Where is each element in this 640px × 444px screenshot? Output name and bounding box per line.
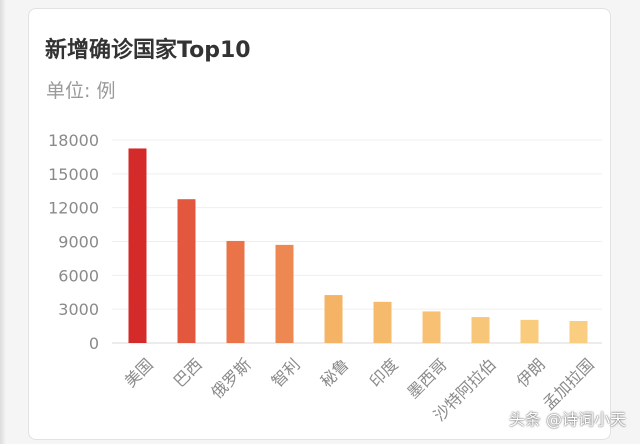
bar — [324, 295, 343, 343]
y-tick-label: 18000 — [48, 131, 99, 150]
y-tick-label: 6000 — [58, 266, 99, 285]
chart-title: 新增确诊国家Top10 — [45, 38, 251, 63]
bar — [128, 148, 147, 343]
y-tick-label: 15000 — [48, 165, 99, 184]
bar — [177, 199, 196, 343]
left-edge-shadow — [0, 0, 6, 444]
x-tick-label: 智利 — [268, 355, 304, 391]
x-tick-label: 墨西哥 — [403, 355, 450, 402]
bar — [275, 244, 294, 343]
y-tick-label: 9000 — [58, 233, 99, 252]
bar — [226, 240, 245, 343]
y-tick-label: 0 — [89, 334, 99, 353]
y-tick-label: 12000 — [48, 199, 99, 218]
y-axis-ticks: 0 3000 6000 9000 12000 15000 18000 — [48, 131, 99, 353]
x-tick-label: 美国 — [121, 355, 157, 391]
bar — [471, 317, 490, 343]
x-tick-label: 俄罗斯 — [207, 355, 254, 402]
watermark: 头条 @诗词小天 — [508, 410, 626, 429]
x-tick-label: 巴西 — [170, 355, 206, 391]
bar — [569, 321, 588, 343]
bar — [373, 301, 392, 343]
bars — [128, 148, 588, 343]
x-tick-label: 孟加拉国 — [539, 355, 598, 414]
x-tick-label: 秘鲁 — [317, 355, 353, 391]
bar — [422, 311, 441, 343]
bar — [520, 319, 539, 343]
chart-card — [28, 8, 611, 440]
unit-label: 单位: 例 — [46, 80, 116, 102]
x-tick-label: 伊朗 — [513, 355, 549, 391]
x-tick-label: 印度 — [366, 355, 402, 391]
y-tick-label: 3000 — [58, 300, 99, 319]
